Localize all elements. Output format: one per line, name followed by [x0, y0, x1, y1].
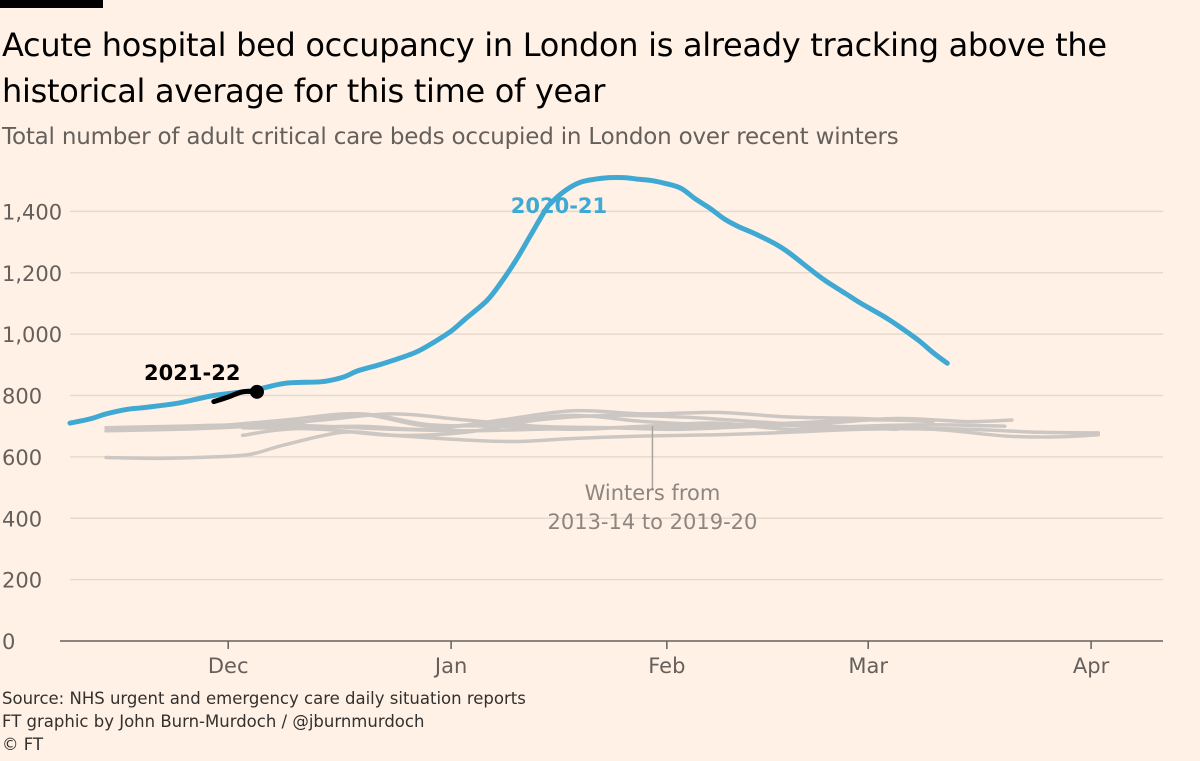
- y-tick-label: 800: [2, 385, 42, 409]
- footer: Source: NHS urgent and emergency care da…: [2, 687, 526, 756]
- series-line-2018-19: [283, 412, 1007, 432]
- series-line-2019-20: [240, 413, 899, 438]
- x-axis-ticks: Dec Jan Feb Mar Apr: [208, 641, 1110, 678]
- x-tick-label: Jan: [433, 654, 467, 678]
- series-line-2015-16: [104, 426, 1101, 461]
- copyright: © FT: [2, 735, 44, 754]
- y-tick-label: 1,000: [2, 323, 62, 347]
- y-tick-label: 0: [2, 630, 15, 654]
- x-tick-label: Dec: [208, 654, 249, 678]
- source-note: Source: NHS urgent and emergency care da…: [2, 689, 526, 708]
- series-line-2020-21: [67, 174, 950, 426]
- y-tick-label: 1,200: [2, 262, 62, 286]
- chart-subtitle: Total number of adult critical care beds…: [2, 124, 899, 150]
- series-label-2020-21: 2020-21: [511, 194, 607, 218]
- x-tick-label: Apr: [1073, 654, 1110, 678]
- ft-brand-bar: [0, 0, 103, 8]
- line-chart: 0 200 400 600 800 1,000 1,200 1,400 Winters fro…: [2, 174, 1163, 678]
- series-label-2021-22: 2021-22: [144, 361, 240, 385]
- x-tick-label: Mar: [848, 654, 888, 678]
- series-line-2017-18: [240, 408, 935, 438]
- chart-title: Acute hospital bed occupancy in London i…: [2, 26, 1107, 110]
- highlighted-series: [67, 174, 950, 426]
- graphic-credit: FT graphic by John Burn-Murdoch / @jburn…: [2, 712, 425, 731]
- historical-annotation-line2: 2013-14 to 2019-20: [547, 510, 757, 534]
- y-tick-label: 200: [2, 569, 42, 593]
- historical-annotation-line1: Winters from: [585, 481, 721, 505]
- historical-series: [104, 408, 1101, 461]
- y-tick-label: 400: [2, 507, 42, 531]
- latest-point-2021-22: [249, 384, 264, 399]
- y-tick-label: 600: [2, 446, 42, 470]
- y-tick-label: 1,400: [2, 200, 62, 224]
- y-axis-labels: 0 200 400 600 800 1,000 1,200 1,400: [2, 200, 62, 654]
- x-tick-label: Feb: [648, 654, 685, 678]
